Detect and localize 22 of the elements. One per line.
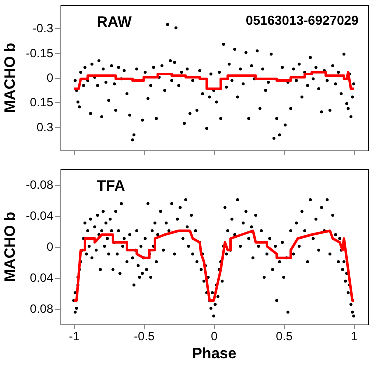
y-tick-label: 0.04 [30, 271, 54, 285]
y-tick-label: 0.08 [30, 302, 54, 316]
x-axis-title: Phase [192, 346, 237, 362]
annotation: 05163013-6927029 [246, 13, 359, 28]
y-tick-label: -0.04 [26, 209, 54, 223]
line-series [72, 230, 356, 302]
y-tick-label: -0.3 [32, 22, 54, 36]
x-tick-label: -1 [69, 330, 80, 344]
y-tick-label: 0.3 [36, 120, 54, 134]
y-axis-title: MACHO b [2, 43, 20, 113]
annotation: RAW [96, 14, 133, 31]
y-tick-label: -0.15 [26, 46, 54, 60]
x-tick-label: 0.5 [276, 330, 294, 344]
x-tick-label: 0 [211, 330, 218, 344]
y-tick-label: 0.15 [30, 96, 54, 110]
y-tick-label: -0.08 [26, 178, 54, 192]
annotation: TFA [96, 178, 126, 195]
x-tick-label: -0.5 [134, 330, 156, 344]
y-tick-label: 0 [46, 240, 54, 254]
y-tick-label: 0 [46, 71, 54, 85]
x-tick-label: 1 [351, 330, 358, 344]
y-axis-title: MACHO b [2, 212, 20, 282]
